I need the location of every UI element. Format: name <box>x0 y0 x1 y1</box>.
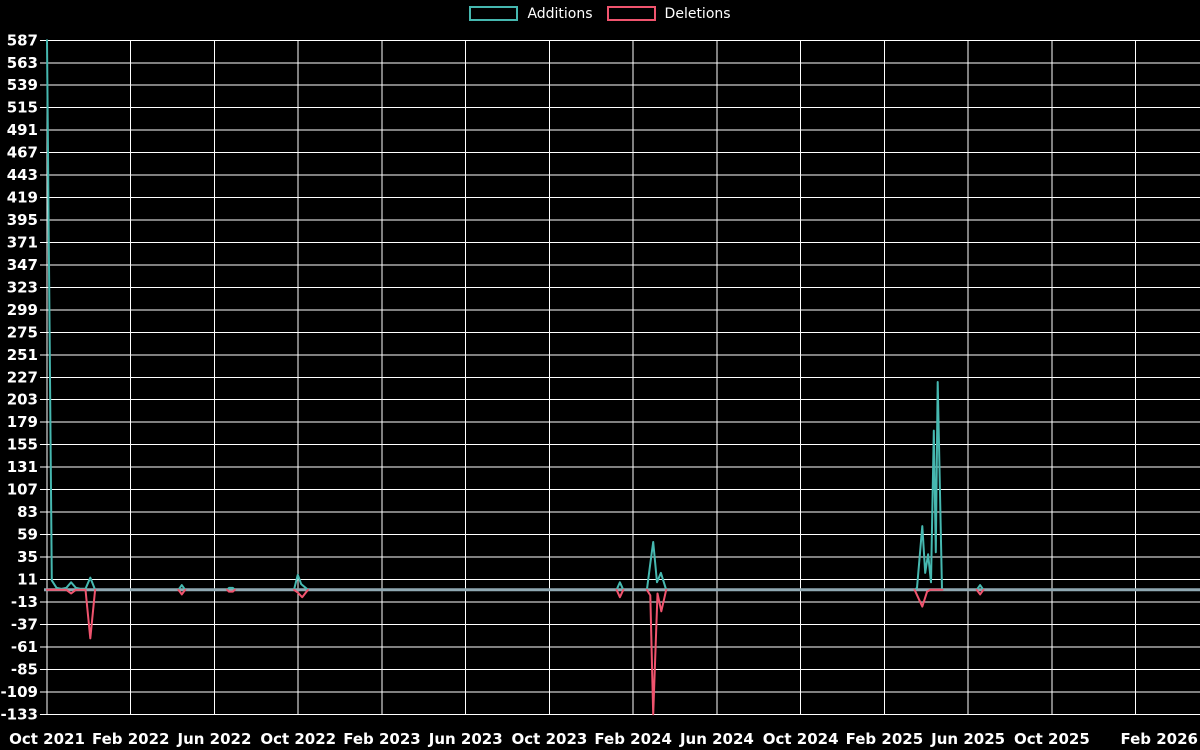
additions-segment <box>615 581 625 591</box>
additions-segment <box>975 584 985 591</box>
y-tick-label: 443 <box>7 166 38 184</box>
y-tick-label: -85 <box>11 660 38 678</box>
y-tick-label: 395 <box>7 211 38 229</box>
x-tick-label: Oct 2022 <box>260 730 336 748</box>
y-tick-label: 59 <box>17 526 38 544</box>
additions-segment <box>177 584 187 591</box>
x-tick-label: Oct 2024 <box>763 730 839 748</box>
additions-segment <box>913 381 943 591</box>
x-tick-label: Feb 2022 <box>92 730 170 748</box>
additions-segment <box>645 541 668 591</box>
y-tick-label: 227 <box>7 368 38 386</box>
y-tick-label: 155 <box>7 436 38 454</box>
y-tick-label: 203 <box>7 391 38 409</box>
y-tick-label: -13 <box>11 593 38 611</box>
y-tick-label: -109 <box>0 683 38 701</box>
y-tick-label: 299 <box>7 301 38 319</box>
deletions-segment <box>293 588 309 599</box>
deletions-segment <box>615 588 625 599</box>
legend-label-additions: Additions <box>527 5 593 22</box>
legend-label-deletions: Deletions <box>664 5 731 22</box>
deletions-segment <box>46 588 97 640</box>
x-tick-label: Feb 2026 <box>1120 730 1198 748</box>
y-tick-label: 179 <box>7 413 38 431</box>
y-tick-label: 467 <box>7 144 38 162</box>
y-tick-label: 419 <box>7 189 38 207</box>
y-tick-label: 275 <box>7 323 38 341</box>
y-tick-label: -37 <box>11 615 38 633</box>
additions-segment <box>293 573 309 591</box>
chart-legend: Additions Deletions <box>0 6 1200 21</box>
x-tick-label: Jun 2024 <box>679 730 754 748</box>
x-axis-labels: Oct 2021 Feb 2022 Jun 2022 Oct 2022 Feb 2023… <box>9 730 1198 748</box>
y-tick-label: 251 <box>7 346 38 364</box>
y-tick-label: 587 <box>7 31 38 49</box>
deletions-segment <box>913 588 944 608</box>
x-tick-label: Jun 2025 <box>930 730 1005 748</box>
x-tick-label: Jun 2023 <box>428 730 503 748</box>
y-tick-label: 35 <box>17 548 38 566</box>
y-tick-label: 83 <box>17 503 38 521</box>
y-tick-label: 323 <box>7 278 38 296</box>
additions-segment <box>226 586 236 591</box>
deletions-segment <box>975 588 985 596</box>
deletions-segment <box>645 588 668 716</box>
y-tick-label: 491 <box>7 121 38 139</box>
additions-swatch-icon <box>469 6 519 21</box>
y-axis-labels: 587 563 539 515 491 467 443 419 395 371 347 323 299 2… <box>0 31 38 723</box>
y-tick-label: 539 <box>7 76 38 94</box>
additions-line <box>46 39 985 591</box>
additions-segment <box>46 39 97 591</box>
y-tick-label: 371 <box>7 233 38 251</box>
deletions-swatch-icon <box>606 6 656 21</box>
gridlines <box>40 39 1200 715</box>
x-tick-label: Jun 2022 <box>177 730 252 748</box>
y-tick-label: 563 <box>7 54 38 72</box>
deletions-segment <box>226 588 236 593</box>
x-tick-label: Feb 2025 <box>846 730 924 748</box>
x-tick-label: Feb 2023 <box>343 730 421 748</box>
deletions-segment <box>177 588 187 596</box>
y-tick-label: 515 <box>7 99 38 117</box>
y-tick-label: 11 <box>17 570 38 588</box>
x-tick-label: Oct 2025 <box>1014 730 1090 748</box>
y-tick-label: 347 <box>7 256 38 274</box>
y-tick-label: -133 <box>0 705 38 723</box>
y-tick-label: -61 <box>11 638 38 656</box>
legend-item-deletions[interactable]: Deletions <box>606 5 731 22</box>
deletions-line <box>46 588 985 716</box>
y-tick-label: 107 <box>7 481 38 499</box>
y-tick-label: 131 <box>7 458 38 476</box>
x-tick-label: Oct 2021 <box>9 730 85 748</box>
x-tick-label: Feb 2024 <box>594 730 672 748</box>
x-tick-label: Oct 2023 <box>512 730 588 748</box>
legend-item-additions[interactable]: Additions <box>469 5 593 22</box>
